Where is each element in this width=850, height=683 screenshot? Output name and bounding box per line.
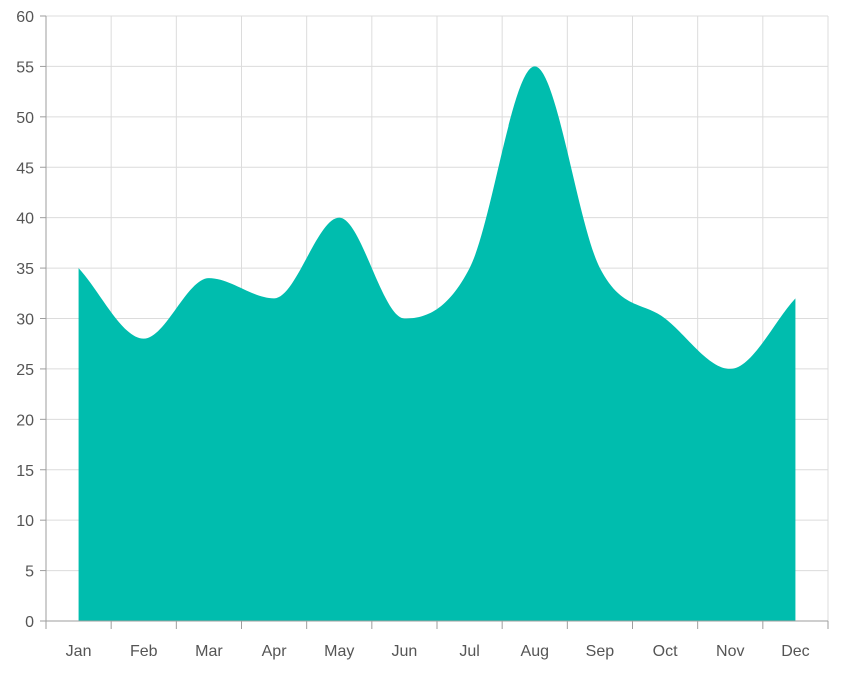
x-tick-label: Feb bbox=[130, 643, 158, 660]
x-tick-label: Jul bbox=[459, 643, 479, 660]
y-tick-label: 30 bbox=[16, 312, 34, 329]
y-tick-label: 35 bbox=[16, 261, 34, 278]
y-tick-label: 10 bbox=[16, 513, 34, 530]
area-layer bbox=[78, 66, 796, 621]
y-tick-label: 0 bbox=[25, 614, 34, 631]
y-tick-label: 20 bbox=[16, 412, 34, 429]
x-tick-label: Dec bbox=[781, 643, 809, 660]
y-tick-label: 25 bbox=[16, 362, 34, 379]
y-tick-label: 50 bbox=[16, 110, 34, 127]
x-tick-label: Apr bbox=[262, 643, 288, 660]
y-tick-label: 15 bbox=[16, 463, 34, 480]
x-tick-label: Aug bbox=[521, 643, 549, 660]
y-tick-label: 60 bbox=[16, 9, 34, 26]
y-tick-label: 40 bbox=[16, 211, 34, 228]
area-series bbox=[78, 66, 796, 621]
x-tick-label: Sep bbox=[586, 643, 615, 660]
y-tick-label: 5 bbox=[25, 564, 34, 581]
y-tick-label: 45 bbox=[16, 160, 34, 177]
x-tick-label: Oct bbox=[653, 643, 678, 660]
x-tick-label: May bbox=[324, 643, 354, 660]
axis-layer bbox=[40, 15, 829, 629]
x-tick-label: Mar bbox=[195, 643, 223, 660]
x-tick-label: Jun bbox=[392, 643, 418, 660]
x-tick-label: Jan bbox=[66, 643, 92, 660]
y-tick-label: 55 bbox=[16, 59, 34, 76]
x-tick-label: Nov bbox=[716, 643, 744, 660]
label-layer: 0 5 10 15 20 25 30 35 40 45 50 55 60 Jan Feb Mar Apr May J… bbox=[16, 9, 809, 660]
